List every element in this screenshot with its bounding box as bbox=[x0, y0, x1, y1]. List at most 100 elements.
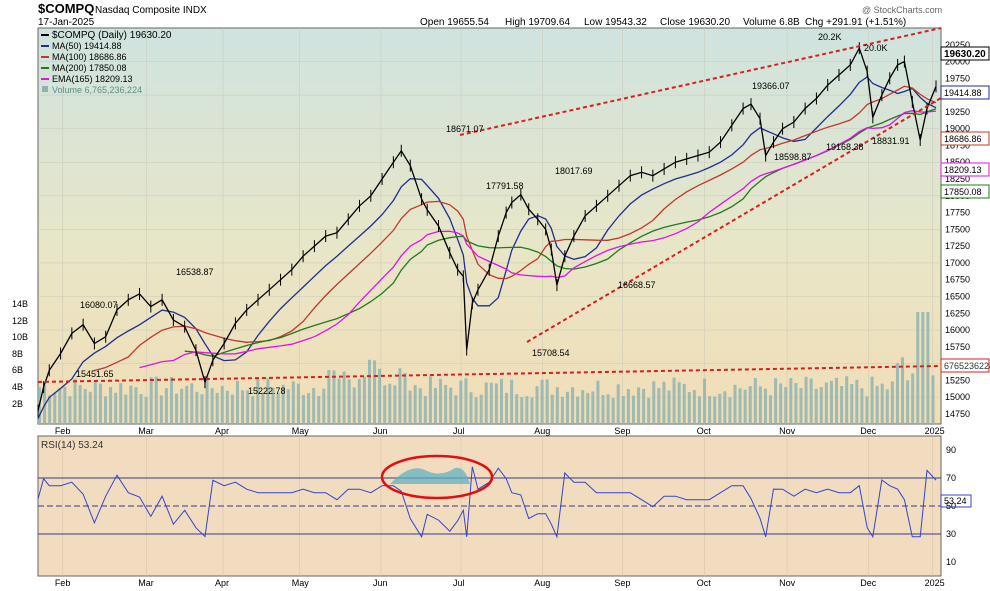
ema165-line bbox=[139, 110, 937, 369]
volume-bar bbox=[139, 394, 143, 424]
volume-bar bbox=[901, 357, 905, 424]
y-tick-label: 16750 bbox=[945, 275, 970, 285]
volume-bar bbox=[291, 381, 295, 424]
volume-bar bbox=[611, 397, 615, 424]
open-value: Open 19655.54 bbox=[420, 17, 489, 28]
y-tick-label: 17250 bbox=[945, 241, 970, 251]
volume-bar bbox=[540, 379, 544, 424]
y-tick-label: 17000 bbox=[945, 258, 970, 268]
volume-bar bbox=[560, 396, 564, 424]
rsi-tick-label: 50 bbox=[946, 501, 956, 511]
volume-bar bbox=[312, 388, 316, 424]
volume-tick-label: 10B bbox=[12, 332, 28, 342]
volume-bar bbox=[890, 381, 894, 424]
volume-bar bbox=[748, 386, 752, 424]
volume-bar bbox=[210, 388, 214, 424]
volume-bar bbox=[499, 378, 503, 424]
x-tick-label: Aug bbox=[534, 426, 550, 436]
volume-bar bbox=[489, 382, 493, 424]
volume-bar bbox=[581, 390, 585, 424]
volume-bar bbox=[479, 394, 483, 424]
volume-bar bbox=[667, 390, 671, 424]
legend-price: $COMPQ (Daily) 19630.20 bbox=[52, 30, 172, 41]
rsi-value-box bbox=[940, 494, 972, 508]
volume-bar bbox=[870, 376, 874, 424]
volume-bar bbox=[692, 390, 696, 424]
y-tick-label: 20250 bbox=[945, 40, 970, 50]
volume-bar bbox=[555, 387, 559, 424]
volume-bar bbox=[738, 388, 742, 424]
rsi-tick-label: 30 bbox=[946, 529, 956, 539]
volume-bar bbox=[78, 385, 82, 424]
volume-bar bbox=[195, 391, 199, 424]
volume-bar bbox=[703, 378, 707, 424]
x-tick-label-rsi: 2025 bbox=[925, 578, 945, 588]
volume-bar bbox=[845, 376, 849, 424]
price-tag-box bbox=[940, 184, 990, 199]
price-tag: 18209.13 bbox=[944, 165, 982, 175]
volume-tick-label: 12B bbox=[12, 316, 28, 326]
volume-bar bbox=[672, 377, 676, 424]
x-tick-label: Mar bbox=[138, 426, 154, 436]
price-tag-box bbox=[940, 46, 990, 61]
price-annotations: 16080.07 16538.87 15451.65 15222.78 18671.07… bbox=[76, 32, 910, 396]
price-annotation: 15708.54 bbox=[532, 348, 570, 358]
rsi-axis: 90 70 50 30 10 bbox=[946, 445, 956, 567]
price-tag-box bbox=[940, 358, 990, 373]
volume-bar bbox=[301, 395, 305, 424]
volume-bar bbox=[352, 387, 356, 424]
volume-bar bbox=[433, 387, 437, 424]
volume-bar bbox=[784, 387, 788, 424]
price-annotation: 20.0K bbox=[864, 43, 888, 53]
x-tick-label-rsi: Oct bbox=[697, 578, 712, 588]
volume-bar bbox=[484, 382, 488, 424]
volume-bar bbox=[444, 385, 448, 424]
price-annotation: 18017.69 bbox=[555, 166, 593, 176]
volume-bar bbox=[804, 376, 808, 424]
volume-bar bbox=[875, 385, 879, 424]
change-value: Chg +291.91 (+1.51%) bbox=[805, 17, 906, 28]
y-tick-label: 15750 bbox=[945, 342, 970, 352]
x-tick-label: Oct bbox=[697, 426, 712, 436]
volume-bar bbox=[708, 396, 712, 424]
volume-bar bbox=[342, 371, 346, 424]
price-tag-box bbox=[940, 162, 990, 177]
rsi-line bbox=[37, 466, 937, 539]
x-tick-label-rsi: Sep bbox=[614, 578, 630, 588]
volume-bar bbox=[921, 312, 925, 424]
y-tick-label: 20000 bbox=[945, 57, 970, 67]
volume-bar bbox=[718, 393, 722, 424]
volume-bar bbox=[545, 379, 549, 424]
volume-bar bbox=[98, 383, 102, 424]
close-value: Close 19630.20 bbox=[660, 17, 730, 28]
volume-bar bbox=[169, 376, 173, 424]
volume-tick-label: 14B bbox=[12, 299, 28, 309]
volume-bar bbox=[809, 378, 813, 424]
volume-bar bbox=[733, 384, 737, 424]
volume-bar bbox=[860, 388, 864, 424]
price-tag: 6765236224 bbox=[944, 361, 990, 371]
price-tag: 19414.88 bbox=[944, 88, 982, 98]
x-tick-label-rsi: Apr bbox=[215, 578, 229, 588]
volume-bar bbox=[393, 385, 397, 424]
x-tick-label-rsi: Dec bbox=[860, 578, 877, 588]
volume-bar bbox=[200, 394, 204, 424]
volume-bar bbox=[205, 376, 209, 424]
volume-bar bbox=[697, 396, 701, 424]
volume-bar bbox=[728, 397, 732, 424]
price-annotation: 16538.87 bbox=[176, 267, 214, 277]
volume-bar bbox=[824, 382, 828, 424]
price-series bbox=[37, 42, 937, 417]
volume-bar bbox=[48, 395, 52, 424]
y-tick-label: 14750 bbox=[945, 409, 970, 419]
volume-bar bbox=[855, 379, 859, 424]
volume-bar bbox=[180, 388, 184, 424]
volume-bar bbox=[408, 390, 412, 424]
volume-bar bbox=[276, 392, 280, 424]
volume-bar bbox=[926, 312, 930, 424]
volume-bar bbox=[535, 386, 539, 424]
volume-axis: 14B 12B 10B 8B 6B 4B 2B bbox=[12, 299, 28, 409]
volume-bar bbox=[256, 377, 260, 424]
price-annotation: 20.2K bbox=[818, 32, 842, 42]
low-value: Low 19543.32 bbox=[584, 17, 647, 28]
